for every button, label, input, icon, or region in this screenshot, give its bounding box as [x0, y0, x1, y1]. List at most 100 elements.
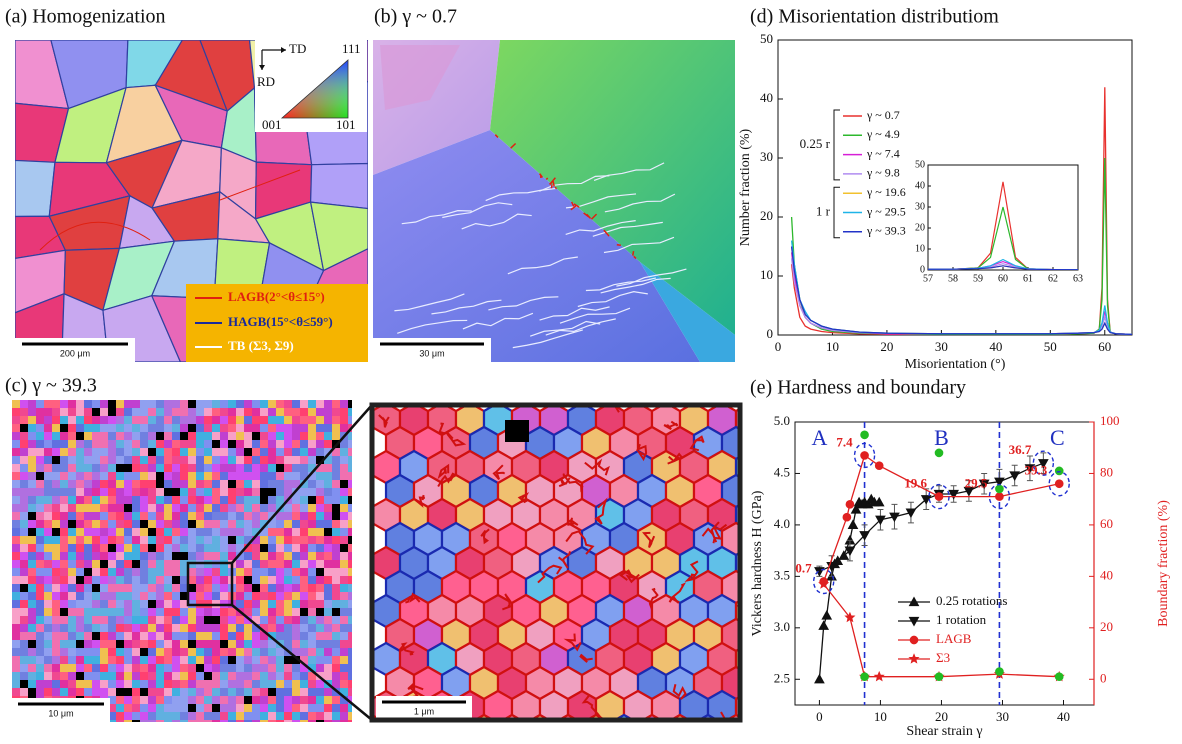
grain [132, 568, 140, 576]
grain [164, 504, 172, 512]
grain [108, 648, 116, 656]
grain [140, 504, 148, 512]
grain [92, 672, 100, 680]
grain [220, 544, 228, 552]
grain [276, 544, 284, 552]
grain [124, 648, 132, 656]
grain [180, 712, 188, 720]
grain [276, 608, 284, 616]
grain [300, 648, 308, 656]
grain [92, 656, 100, 664]
grain [244, 704, 252, 712]
grain [284, 616, 292, 624]
grain [76, 592, 84, 600]
grain [188, 536, 196, 544]
grain [148, 624, 156, 632]
grain [164, 416, 172, 424]
grain [132, 640, 140, 648]
grain [260, 424, 268, 432]
grain [92, 424, 100, 432]
grain [348, 672, 356, 680]
legend-label: 0.25 rotations [936, 593, 1008, 608]
grain [332, 568, 340, 576]
grain [252, 408, 260, 416]
grain [300, 544, 308, 552]
grain [252, 424, 260, 432]
grain [132, 616, 140, 624]
grain [188, 448, 196, 456]
grain [316, 496, 324, 504]
grain [348, 528, 356, 536]
grain [36, 416, 44, 424]
grain [228, 704, 236, 712]
grain [284, 448, 292, 456]
grain [260, 488, 268, 496]
grain [28, 440, 36, 448]
grain [12, 440, 20, 448]
grain [260, 672, 268, 680]
grain [260, 664, 268, 672]
grain [260, 552, 268, 560]
grain [132, 408, 140, 416]
grain [212, 592, 220, 600]
grain [60, 432, 68, 440]
grain [76, 608, 84, 616]
grain [260, 584, 268, 592]
grain [220, 592, 228, 600]
grain [212, 528, 220, 536]
grain [244, 520, 252, 528]
grain [140, 568, 148, 576]
grain [348, 512, 356, 520]
grain [284, 416, 292, 424]
grain [268, 592, 276, 600]
marker [846, 501, 854, 509]
grain [340, 640, 348, 648]
marker [815, 675, 824, 683]
grain [108, 632, 116, 640]
grain [276, 432, 284, 440]
grain [116, 432, 124, 440]
grain [252, 568, 260, 576]
grain [324, 408, 332, 416]
grain [132, 464, 140, 472]
grain [156, 712, 164, 720]
grain [124, 608, 132, 616]
grain [228, 696, 236, 704]
grain [292, 512, 300, 520]
panel-title: (c) γ ~ 39.3 [5, 375, 97, 397]
grain [220, 416, 228, 424]
chart-title: (e) Hardness and boundary [750, 377, 966, 399]
grain [188, 472, 196, 480]
grain [268, 480, 276, 488]
grain [276, 472, 284, 480]
grain [156, 400, 164, 408]
grain [324, 464, 332, 472]
grain [28, 416, 36, 424]
grain [140, 640, 148, 648]
grain [188, 672, 196, 680]
grain [220, 608, 228, 616]
grain [132, 552, 140, 560]
grain [188, 416, 196, 424]
grain [52, 472, 60, 480]
legend-group-label: 0.25 r [800, 136, 831, 151]
grain [324, 504, 332, 512]
grain [20, 440, 28, 448]
grain [212, 616, 220, 624]
grain [140, 448, 148, 456]
grain [124, 656, 132, 664]
grain [236, 440, 244, 448]
grain [140, 584, 148, 592]
grain [196, 616, 204, 624]
grain [252, 472, 260, 480]
grain [332, 592, 340, 600]
grain [116, 608, 124, 616]
grain [92, 640, 100, 648]
grain [180, 664, 188, 672]
grain [236, 408, 244, 416]
grain [244, 600, 252, 608]
grain [324, 656, 332, 664]
grain [132, 664, 140, 672]
grain [12, 520, 20, 528]
y2-tick-label: 20 [1100, 619, 1113, 634]
